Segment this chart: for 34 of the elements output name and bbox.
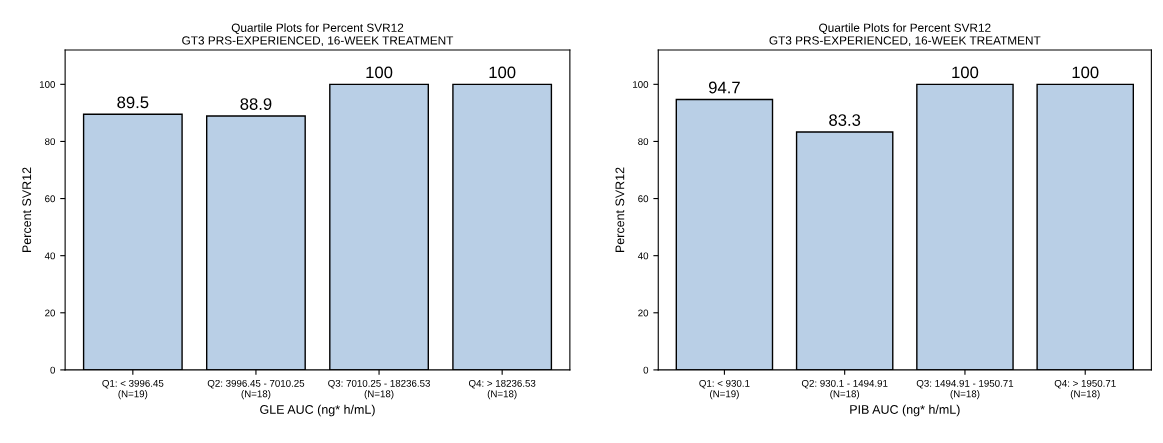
- y-tick-label: 40: [44, 252, 56, 260]
- x-tick-label: Q3: 1494.91 - 1950.71 (N=18): [916, 379, 1014, 400]
- y-tick-label: 0: [643, 366, 649, 374]
- x-tick-label: Q1: < 930.1 (N=19): [699, 379, 750, 400]
- data-label: 88.9: [240, 98, 272, 110]
- data-label: 100: [489, 66, 516, 79]
- x-tick-label: Q4: > 1950.71 (N=18): [1054, 379, 1116, 400]
- y-tick-label: 60: [45, 195, 56, 203]
- y-tick-label: 0: [50, 366, 56, 374]
- chart-title: Quartile Plots for Percent SVR12 GT3 PRS-EXPERIENCED, 16-WEEK TREATMENT: [182, 23, 454, 47]
- data-label: 100: [366, 66, 393, 79]
- y-tick-label: 80: [638, 138, 649, 146]
- data-label: 83.3: [829, 114, 861, 126]
- data-label: 89.5: [117, 96, 149, 109]
- y-tick-label: 100: [39, 81, 56, 88]
- y-axis-title: Percent SVR12: [615, 167, 625, 253]
- x-axis-title: PIB AUC (ng* h/mL): [850, 404, 960, 417]
- x-tick-label: Q1: < 3996.45 (N=19): [102, 379, 164, 400]
- y-axis-title: Percent SVR12: [22, 167, 32, 253]
- y-tick-label: 40: [637, 252, 649, 260]
- chart-title: Quartile Plots for Percent SVR12 GT3 PRS-EXPERIENCED, 16-WEEK TREATMENT: [769, 23, 1041, 47]
- y-tick-label: 80: [45, 138, 56, 146]
- x-tick-label: Q2: 3996.45 - 7010.25 (N=18): [207, 379, 305, 400]
- x-tick-label: Q3: 7010.25 - 18236.53 (N=18): [328, 379, 430, 400]
- y-tick-label: 20: [45, 309, 56, 317]
- data-label: 100: [1072, 66, 1099, 79]
- x-axis-title: GLE AUC (ng* h/mL): [260, 404, 375, 417]
- x-tick-label: Q4: > 18236.53 (N=18): [468, 379, 536, 400]
- y-tick-label: 100: [633, 81, 649, 88]
- y-tick-label: 20: [638, 309, 649, 317]
- data-label: 94.7: [708, 81, 740, 94]
- y-tick-label: 60: [638, 195, 649, 203]
- data-label: 100: [952, 66, 979, 79]
- x-tick-label: Q2: 930.1 - 1494.91 (N=18): [801, 379, 888, 400]
